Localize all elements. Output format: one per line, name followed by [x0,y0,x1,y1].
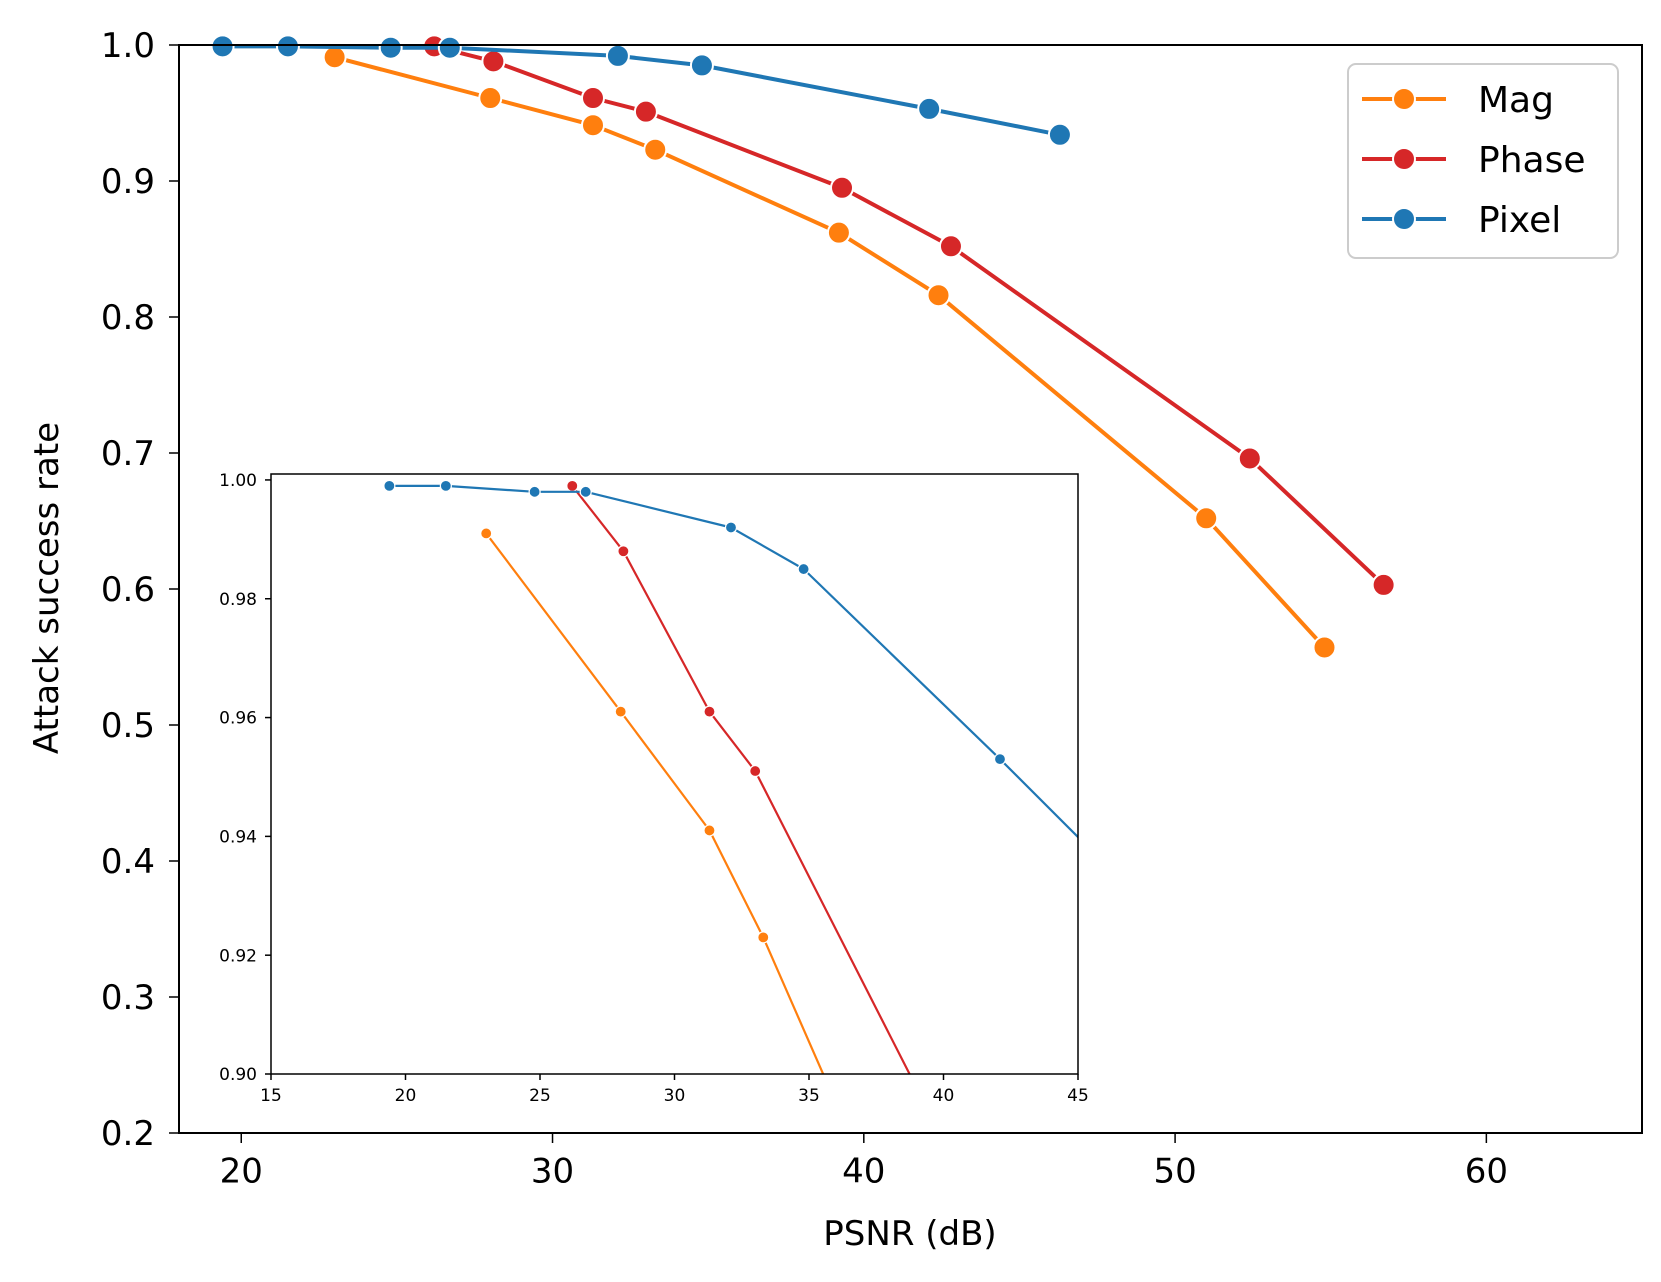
inset-y-tick-label: 0.92 [219,946,257,966]
legend-frame [1347,63,1619,259]
inset-point-pixel [383,479,396,492]
main-point-phase [1237,446,1262,471]
main-point-mag [580,113,605,138]
inset-point-phase [703,705,716,718]
main-y-tick-label: 0.3 [101,978,155,1018]
y-axis-label: Attack success rate [27,422,67,754]
inset-x-tick-label: 45 [1067,1086,1089,1106]
legend-marker-mag [1392,87,1416,111]
main-y-tick-label: 1.0 [101,26,155,66]
main-point-pixel [605,43,630,68]
inset-background [271,474,1078,1074]
inset-y-tick-label: 0.94 [219,827,257,847]
main-point-phase [481,49,506,74]
inset-point-pixel [993,753,1007,766]
inset-x-tick-label: 25 [529,1086,551,1106]
main-y-tick-label: 0.6 [101,570,155,610]
main-y-tick-label: 0.2 [101,1114,155,1154]
inset-chart: 15 20 25 30 35 40 45 0.90 0.92 0.94 0.96 0.98 1.00 [219,471,1089,1106]
main-point-phase [938,234,963,259]
legend-marker-phase [1392,147,1416,171]
inset-point-mag [480,527,493,540]
main-point-phase [1371,572,1396,597]
inset-x-tick-label: 20 [395,1086,417,1106]
main-point-phase [633,99,658,124]
main-series-line-mag [334,55,1326,649]
inset-point-pixel [528,485,541,498]
main-plot-frame [178,44,1643,1134]
inset-y-tick-label: 0.90 [219,1065,257,1085]
main-y-tick-label: 0.7 [101,434,155,474]
main-point-pixel [378,35,403,60]
main-point-pixel [275,34,300,59]
inset-point-pixel [724,521,738,534]
legend-entry-pixel: Pixel [1362,200,1561,241]
main-point-mag [643,137,668,162]
inset-point-phase [566,479,579,492]
main-point-mag [1194,506,1219,531]
main-x-tick-label: 50 [1153,1152,1196,1192]
inset-x-tick-label: 40 [933,1086,955,1106]
inset-x-tick-label: 15 [260,1086,282,1106]
inset-y-ticks: 0.90 0.92 0.94 0.96 0.98 1.00 [219,471,271,1085]
inset-y-tick-label: 0.98 [219,590,257,610]
main-x-tick-label: 20 [220,1152,263,1192]
inset-point-phase [617,545,630,558]
legend-label-mag: Mag [1478,80,1554,121]
main-y-ticks: 0.2 0.3 0.4 0.5 0.6 0.7 0.8 0.9 1.0 [101,26,179,1154]
main-point-mag [926,283,951,308]
main-point-mag [1312,635,1337,660]
main-point-pixel [210,34,235,59]
legend-entry-mag: Mag [1362,80,1554,121]
main-x-tick-label: 40 [842,1152,885,1192]
main-y-tick-label: 0.5 [101,706,155,746]
main-series-line-phase [433,44,1385,587]
legend-label-phase: Phase [1478,140,1586,181]
main-point-pixel [437,35,462,60]
main-point-phase [580,86,605,111]
legend-label-pixel: Pixel [1478,200,1561,241]
legend-marker-pixel [1392,207,1416,231]
main-y-tick-label: 0.4 [101,842,155,882]
inset-point-phase [749,764,762,778]
main-point-phase [830,175,855,200]
inset-series-group [383,479,1078,1074]
inset-y-tick-label: 1.00 [219,471,257,491]
inset-point-pixel [579,485,592,498]
inset-point-mag [757,931,770,944]
legend-entry-phase: Phase [1362,140,1586,181]
main-point-mag [826,220,851,245]
main-y-tick-label: 0.8 [101,298,155,338]
inset-x-tick-label: 30 [664,1086,686,1106]
inset-point-mag [614,705,627,718]
inset-point-pixel [439,479,452,492]
main-series-line-pixel [222,44,1061,137]
inset-x-tick-label: 35 [798,1086,820,1106]
main-point-pixel [1047,122,1072,147]
inset-y-tick-label: 0.96 [219,709,257,729]
main-series-group [210,34,1396,660]
inset-point-mag [703,824,716,837]
main-chart: 20 30 40 50 60 0.2 0.3 0.4 0.5 0.6 0.7 0.8 0.9 1.0 P… [27,26,1643,1254]
main-x-ticks: 20 30 40 50 60 [220,1133,1508,1192]
main-y-tick-label: 0.9 [101,162,155,202]
main-point-pixel [917,96,942,121]
main-point-mag [478,86,503,111]
inset-plot-frame [270,473,1079,1075]
main-point-pixel [689,53,714,78]
x-axis-label: PSNR (dB) [823,1214,996,1254]
inset-point-pixel [797,562,810,576]
inset-series-line-pixel [389,484,1078,839]
main-point-mag [322,45,347,70]
inset-x-ticks: 15 20 25 30 35 40 45 [260,1074,1089,1106]
legend: Mag Phase Pixel [1347,63,1619,259]
main-x-tick-label: 60 [1465,1152,1508,1192]
main-x-tick-label: 30 [531,1152,574,1192]
